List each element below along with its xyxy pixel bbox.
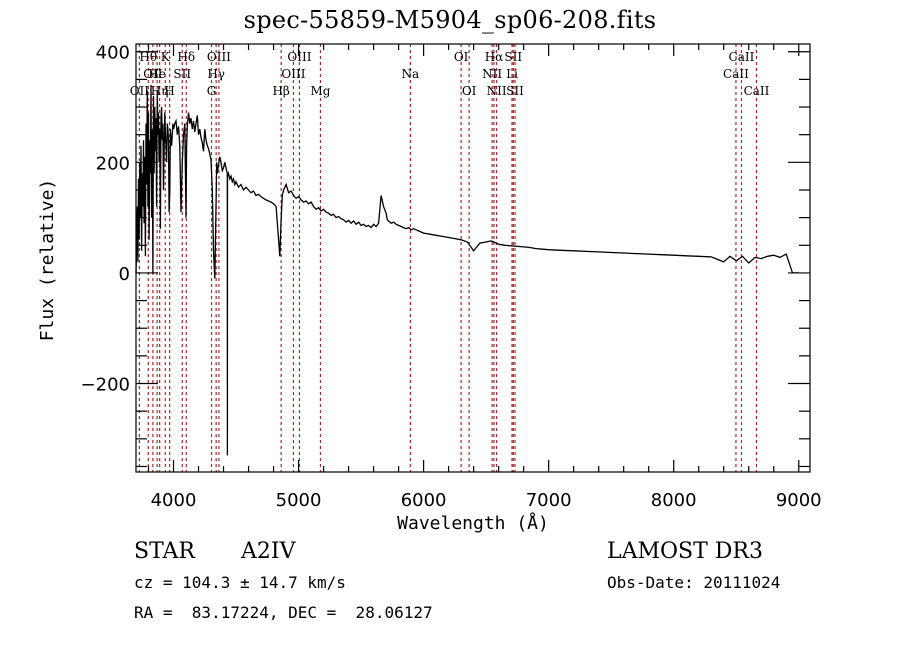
series-layer (135, 84, 799, 456)
marker-label: Hγ (207, 67, 225, 81)
y-tick-label: 200 (96, 153, 130, 174)
marker-label: He (148, 67, 166, 81)
marker-label: H (164, 84, 174, 98)
x-tick-label: 7000 (526, 490, 572, 511)
x-axis-title: Wavelength (Å) (397, 512, 549, 534)
redshift-text: cz = 104.3 ± 14.7 km/s (134, 573, 346, 592)
marker-label: G (207, 84, 217, 98)
y-tick-label: 400 (96, 43, 130, 64)
y-tick-label: 0 (119, 264, 130, 285)
x-tick-label: 5000 (276, 490, 322, 511)
marker-label: OI (462, 84, 477, 98)
marker-label: Hα (485, 50, 504, 64)
plot-frame (135, 43, 811, 473)
marker-label: CaII (723, 67, 749, 81)
y-tick-label: −200 (81, 375, 130, 396)
marker-label: OIII (281, 67, 305, 81)
marker-label: SII (173, 67, 191, 81)
x-tick-label: 9000 (776, 490, 822, 511)
marker-label: Hη (151, 84, 169, 98)
object-class: STAR (134, 539, 195, 564)
marker-label: OII (130, 84, 150, 98)
marker-label: Hθ (139, 50, 157, 64)
series-line-spectrum (135, 84, 799, 456)
x-tick-label: 8000 (651, 490, 697, 511)
marker-label: Na (402, 67, 420, 81)
marker-label: K (161, 50, 171, 64)
marker-label: Mg (310, 84, 330, 98)
marker-labels-layer: OIIHθOIIHeHηKHSIIHδGHγOIIIHβOIIIOIIIMgNa… (130, 50, 770, 98)
marker-label: OIII (207, 50, 231, 64)
object-subclass: A2IV (241, 539, 296, 564)
y-axis-title: Flux (relative) (37, 179, 58, 342)
marker-label: SII (506, 84, 524, 98)
axes-layer: 4000 5000 6000 7000 8000 9000 −200 0 200 400 Wavel… (37, 43, 822, 534)
survey-name: LAMOST DR3 (607, 539, 763, 564)
marker-label: SII (504, 50, 522, 64)
obs-date-text: Obs-Date: 20111024 (607, 573, 781, 592)
marker-label: Hβ (272, 84, 289, 98)
x-tick-label: 4000 (151, 490, 197, 511)
coordinates-text: RA = 83.17224, DEC = 28.06127 (134, 603, 433, 622)
marker-label: OIII (287, 50, 311, 64)
marker-label: CaII (744, 84, 770, 98)
x-tick-label: 6000 (401, 490, 447, 511)
marker-label: NII (487, 84, 507, 98)
marker-label: OII (143, 67, 163, 81)
marker-label: Hδ (177, 50, 195, 64)
marker-label: NII (482, 67, 502, 81)
chart-title: spec-55859-M5904_sp06-208.fits (243, 6, 657, 34)
marker-label: Li (506, 67, 518, 81)
marker-label: OI (454, 50, 469, 64)
line-markers-layer (138, 44, 758, 472)
marker-label: CaII (729, 50, 755, 64)
